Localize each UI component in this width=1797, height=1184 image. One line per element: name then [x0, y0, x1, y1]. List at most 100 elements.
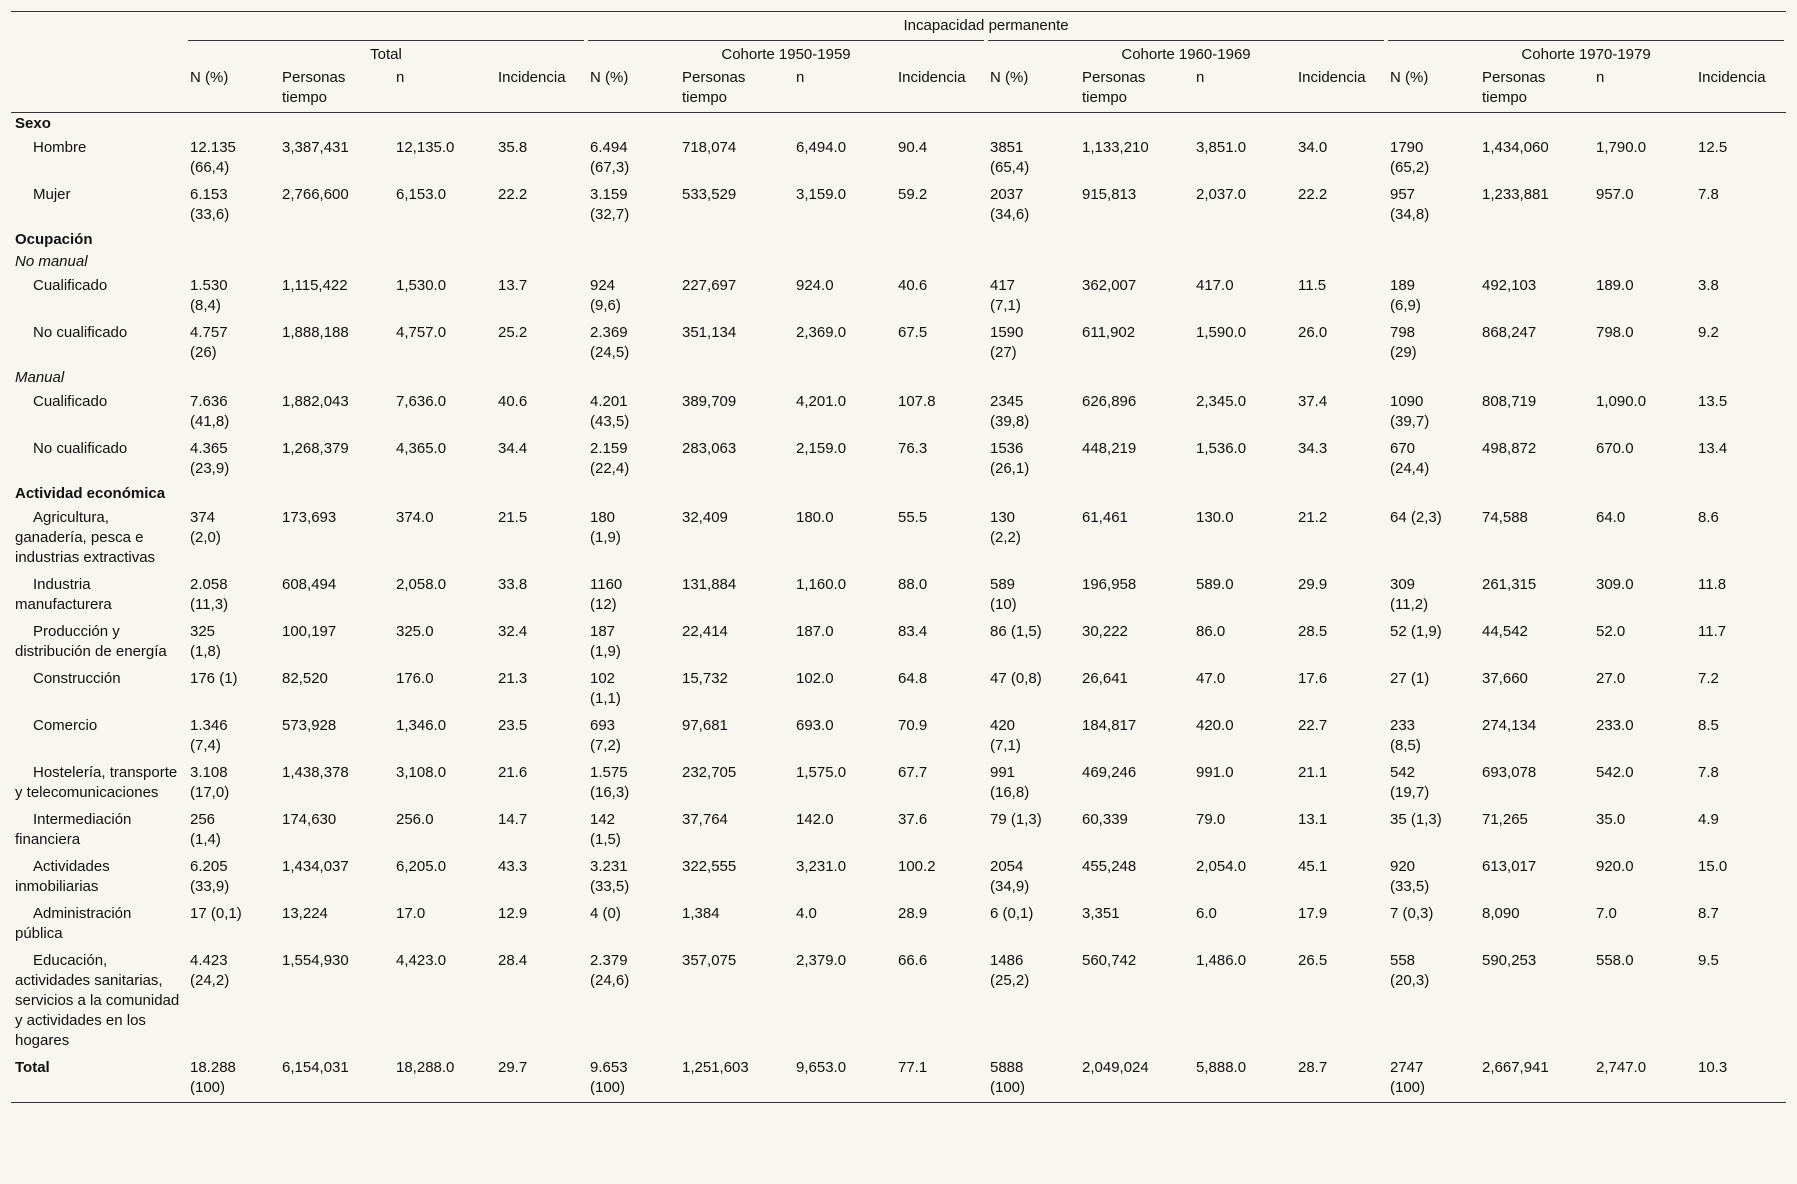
row-label: Educación, actividades sanitarias, servi…	[15, 952, 180, 1049]
cell: 1,268,379	[282, 440, 349, 457]
cell: 11.5	[1298, 277, 1327, 294]
table-row: Cualificado 1.530 (8,4) 1,115,422 1,530.0 13…	[11, 273, 1786, 320]
cell: 2,766,600	[282, 186, 349, 203]
cell: 1536 (26,1)	[990, 440, 1030, 477]
cell: 6,154,031	[278, 1055, 392, 1103]
cell: 1,536.0	[1196, 440, 1247, 457]
cell: 102.0	[796, 670, 834, 687]
row-label: No manual	[15, 253, 88, 270]
cell: 14.7	[498, 811, 528, 828]
cell: 357,075	[682, 952, 737, 969]
cell: 9.2	[1698, 324, 1719, 341]
cell: 2054 (34,9)	[990, 858, 1030, 895]
cell: 82,520	[282, 670, 328, 687]
column-header: N (%)	[186, 65, 278, 113]
cell: 174,630	[282, 811, 337, 828]
cell: 27 (1)	[1390, 670, 1430, 687]
column-header: n	[1592, 65, 1694, 113]
cell: 558.0	[1596, 952, 1634, 969]
cell: 22.7	[1298, 717, 1328, 734]
cell: 29.9	[1298, 576, 1328, 593]
cell: 97,681	[682, 717, 728, 734]
cell: 17.6	[1298, 670, 1328, 687]
cell: 693 (7,2)	[590, 717, 621, 754]
cell: 469,246	[1082, 764, 1137, 781]
cell: 22,414	[682, 623, 728, 640]
cell: 32,409	[682, 509, 728, 526]
cell: 492,103	[1482, 277, 1537, 294]
table-row: Mujer 6.153 (33,6) 2,766,600 6,153.0 22.2 3.1…	[11, 182, 1786, 229]
cell: 2,159.0	[796, 440, 847, 457]
cell: 2,747.0	[1592, 1055, 1694, 1103]
cell: 7.8	[1698, 764, 1719, 781]
table-row: Intermediación financiera 256 (1,4) 174,63…	[11, 807, 1786, 854]
cell: 55.5	[898, 509, 928, 526]
cell: 1,233,881	[1482, 186, 1549, 203]
column-header: Personas tiempo	[678, 65, 792, 113]
column-header: N (%)	[586, 65, 678, 113]
table-row: Comercio 1.346 (7,4) 573,928 1,346.0 23.5 693…	[11, 713, 1786, 760]
cell: 1,486.0	[1196, 952, 1247, 969]
cell: 15.0	[1698, 858, 1728, 875]
cell: 86 (1,5)	[990, 623, 1042, 640]
cell: 21.3	[498, 670, 528, 687]
cell: 1,434,060	[1482, 139, 1549, 156]
cell: 233 (8,5)	[1390, 717, 1421, 754]
cell: 9.5	[1698, 952, 1719, 969]
table-row: Construcción 176 (1) 82,520 176.0 21.3 102 (1…	[11, 666, 1786, 713]
cell: 26,641	[1082, 670, 1128, 687]
cell: 70.9	[898, 717, 928, 734]
data-table: Incapacidad permanente Total Cohorte 1950-…	[11, 11, 1787, 1103]
cell: 2,037.0	[1196, 186, 1247, 203]
cell: 589.0	[1196, 576, 1234, 593]
cell: 6,494.0	[796, 139, 847, 156]
cell: 1,882,043	[282, 393, 349, 410]
cell: 21.2	[1298, 509, 1328, 526]
cell: 12.135 (66,4)	[190, 139, 236, 176]
column-header: Incidencia	[1294, 65, 1386, 113]
cell: 589 (10)	[990, 576, 1017, 613]
cell: 176.0	[396, 670, 434, 687]
cell: 498,872	[1482, 440, 1537, 457]
cell: 13.5	[1698, 393, 1728, 410]
cell: 1,115,422	[282, 277, 348, 294]
cell: 3.231 (33,5)	[590, 858, 630, 895]
cell: 4.9	[1698, 811, 1719, 828]
cell: 28.9	[898, 905, 928, 922]
cell: 322,555	[682, 858, 737, 875]
cell: 4.365 (23,9)	[190, 440, 230, 477]
cell: 9.653 (100)	[586, 1055, 678, 1103]
cell: 7,636.0	[396, 393, 447, 410]
cell: 189.0	[1596, 277, 1634, 294]
column-header: N (%)	[1386, 65, 1478, 113]
cell: 29.7	[494, 1055, 586, 1103]
cell: 37,660	[1482, 670, 1528, 687]
cell: 542 (19,7)	[1390, 764, 1430, 801]
cell: 560,742	[1082, 952, 1137, 969]
row-label: No cualificado	[33, 440, 128, 457]
cell: 362,007	[1082, 277, 1137, 294]
group-title: Cohorte 1960-1969	[988, 40, 1384, 65]
header-row: N (%) Personas tiempo n Incidencia N (%) Pers…	[11, 65, 1787, 113]
row-label: Comercio	[33, 717, 98, 734]
cell: 920.0	[1596, 858, 1634, 875]
cell: 798 (29)	[1390, 324, 1417, 361]
cell: 184,817	[1082, 717, 1137, 734]
row-label: Sexo	[15, 115, 51, 132]
column-header: Personas tiempo	[278, 65, 392, 113]
cell: 28.7	[1294, 1055, 1386, 1103]
cell: 1.530 (8,4)	[190, 277, 228, 314]
cell: 374.0	[396, 509, 434, 526]
cell: 1,888,188	[282, 324, 349, 341]
table-row: Total 18.288 (100) 6,154,031 18,288.0 29.7 9.…	[11, 1055, 1787, 1103]
table-row: No cualificado 4.757 (26) 1,888,188 4,757.0…	[11, 320, 1786, 367]
cell: 274,134	[1482, 717, 1537, 734]
row-label: Cualificado	[33, 393, 108, 410]
cell: 542.0	[1596, 764, 1634, 781]
table-row: Industria manufacturera 2.058 (11,3) 608,4…	[11, 572, 1786, 619]
cell: 4,423.0	[396, 952, 447, 969]
row-label: Cualificado	[33, 277, 108, 294]
cell: 6.205 (33,9)	[190, 858, 230, 895]
cell: 131,884	[682, 576, 737, 593]
